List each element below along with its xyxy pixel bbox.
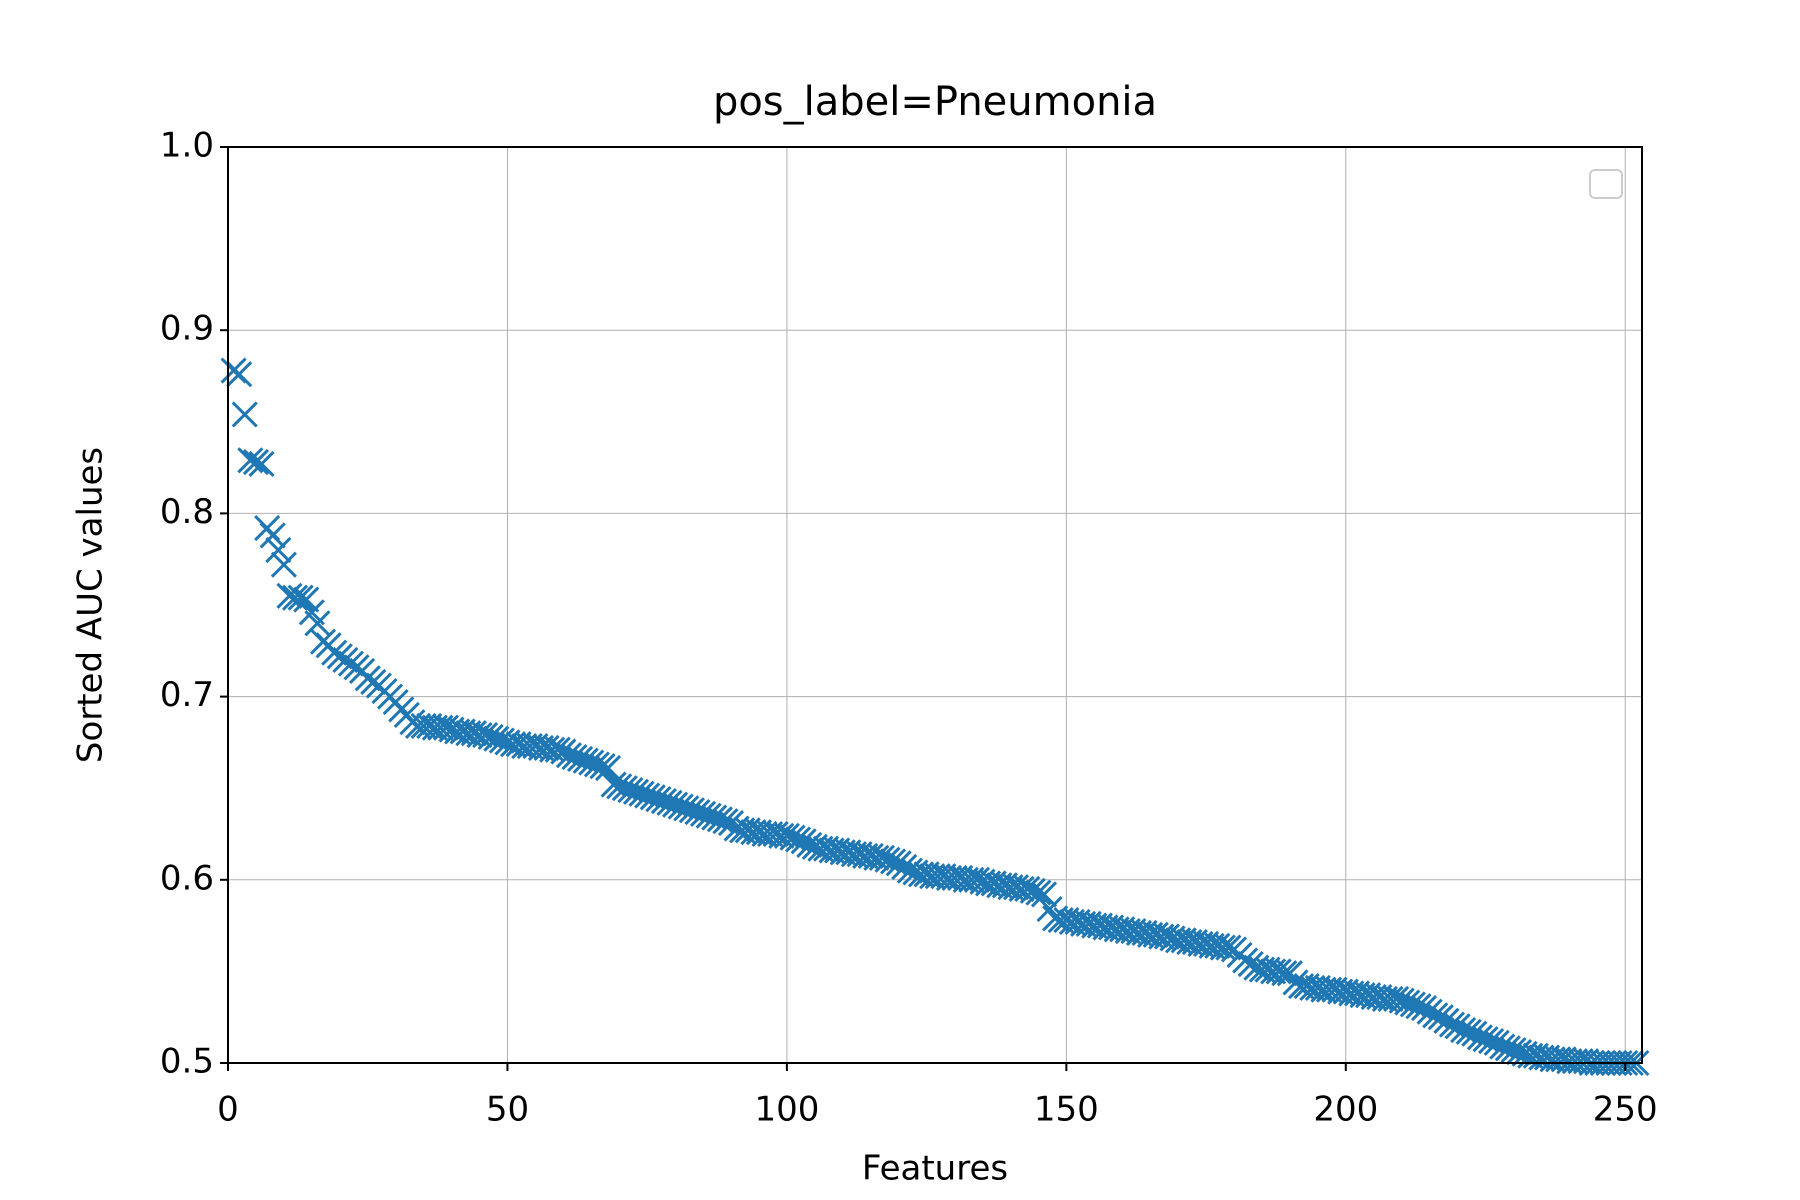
point	[248, 450, 275, 477]
point	[438, 716, 465, 743]
chart-title: pos_label=Pneumonia	[713, 79, 1157, 125]
point	[1064, 908, 1091, 935]
point	[1109, 916, 1136, 943]
point	[276, 582, 303, 609]
point	[969, 868, 996, 895]
point	[589, 753, 616, 780]
point	[270, 551, 297, 578]
point	[863, 844, 890, 871]
point	[242, 449, 270, 476]
x-tick-label: 0	[217, 1090, 239, 1130]
point	[1030, 881, 1058, 908]
point	[460, 720, 487, 747]
grid	[227, 146, 1642, 1064]
point	[1355, 982, 1382, 1009]
point	[1192, 930, 1220, 957]
x-tick-label: 50	[486, 1090, 529, 1130]
point	[427, 714, 454, 741]
y-tick-label: 0.9	[160, 309, 214, 349]
point	[1131, 919, 1158, 946]
point	[762, 820, 789, 848]
point	[287, 584, 314, 611]
x-tick-label: 250	[1593, 1090, 1658, 1130]
point	[1142, 921, 1169, 948]
point	[1097, 914, 1125, 941]
point	[1053, 907, 1080, 934]
point	[812, 835, 840, 862]
point	[293, 586, 320, 613]
point	[1148, 923, 1175, 950]
point	[1377, 985, 1404, 1012]
point	[723, 815, 750, 842]
point	[1293, 972, 1320, 1000]
point	[1159, 925, 1186, 952]
point	[231, 401, 258, 428]
point	[522, 733, 549, 760]
point	[226, 361, 253, 388]
point	[1215, 934, 1242, 961]
point	[835, 839, 862, 866]
point	[1254, 956, 1281, 983]
point	[1075, 910, 1102, 937]
point	[1042, 905, 1069, 932]
point	[594, 754, 622, 782]
y-tick-label: 0.6	[160, 858, 214, 898]
axes-frame	[227, 146, 1643, 1064]
point	[304, 610, 331, 637]
point	[1120, 918, 1147, 945]
point	[857, 842, 884, 870]
point	[734, 817, 761, 844]
y-tick-label: 0.7	[160, 675, 214, 715]
point	[1204, 932, 1231, 959]
point	[980, 870, 1007, 897]
point	[1086, 912, 1113, 939]
y-tick-label: 0.5	[160, 1042, 214, 1082]
legend-box	[1589, 169, 1623, 199]
point	[1209, 934, 1236, 961]
point	[902, 859, 929, 886]
point	[801, 833, 828, 860]
point	[1321, 976, 1348, 1003]
points	[220, 357, 1650, 1077]
point	[1002, 874, 1030, 901]
point	[768, 822, 795, 849]
point	[539, 736, 566, 763]
y-tick-label: 0.8	[160, 492, 214, 532]
point	[1170, 927, 1197, 954]
point	[958, 866, 985, 893]
point	[1181, 929, 1208, 956]
point	[991, 872, 1018, 899]
x-tick-label: 200	[1313, 1090, 1378, 1130]
point	[494, 729, 521, 756]
y-axis-label: Sorted AUC values	[71, 447, 111, 763]
x-tick-label: 150	[1034, 1090, 1099, 1130]
point	[1265, 958, 1292, 985]
point	[1008, 875, 1035, 903]
point	[1243, 954, 1270, 981]
point	[1025, 879, 1052, 906]
point	[259, 522, 286, 549]
x-axis-label: Features	[862, 1149, 1008, 1189]
point	[466, 722, 493, 749]
point	[1511, 1040, 1538, 1067]
point	[712, 808, 739, 835]
point	[449, 718, 476, 745]
point	[265, 536, 292, 564]
x-tick-label: 100	[754, 1090, 819, 1130]
point	[846, 841, 873, 868]
point	[824, 837, 851, 864]
point	[1332, 978, 1359, 1005]
y-tick-label: 1.0	[160, 126, 214, 166]
point	[1343, 980, 1371, 1007]
point	[533, 734, 560, 761]
